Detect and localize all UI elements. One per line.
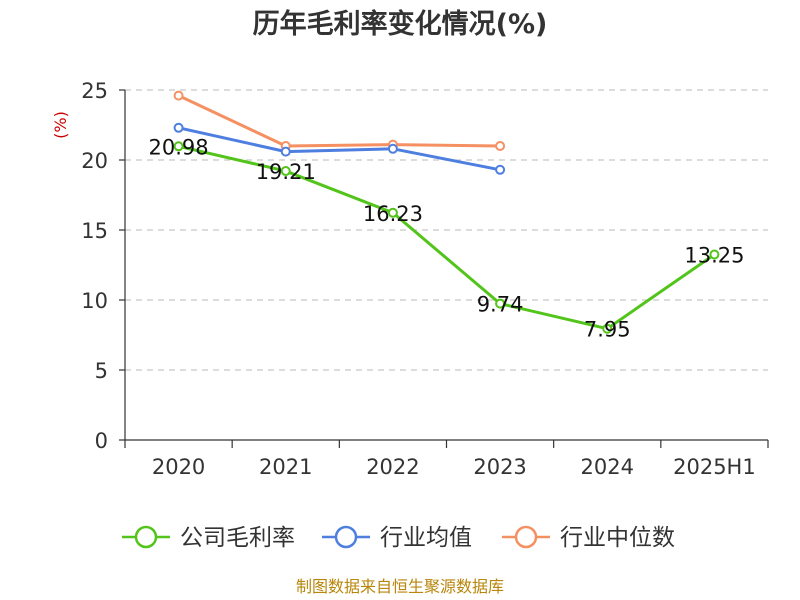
x-tick-label: 2021 xyxy=(259,455,312,479)
data-label: 13.25 xyxy=(684,244,744,268)
data-point[interactable] xyxy=(709,249,720,260)
axes: 0 5 10 15 20 25 2020 2021 2022 2023 2024 2025H1 xyxy=(81,79,769,479)
y-tick-label: 10 xyxy=(81,289,108,313)
x-tick-label: 2023 xyxy=(473,455,526,479)
legend-item[interactable]: 行业均值 xyxy=(322,525,472,551)
data-point[interactable] xyxy=(602,323,613,334)
data-label: 9.74 xyxy=(477,293,524,317)
data-label: 16.23 xyxy=(363,202,423,226)
legend[interactable]: 公司毛利率 行业均值 行业中位数 xyxy=(122,525,675,551)
x-tick-label: 2020 xyxy=(152,455,205,479)
data-point[interactable] xyxy=(387,143,398,154)
data-point[interactable] xyxy=(280,146,291,157)
legend-label: 行业中位数 xyxy=(560,525,675,551)
y-axis-unit-label: (%) xyxy=(51,111,70,139)
series-line xyxy=(177,94,501,148)
legend-swatch-marker xyxy=(134,525,158,549)
data-point[interactable] xyxy=(387,207,398,218)
x-tick-label: 2025H1 xyxy=(673,455,756,479)
data-label: 20.98 xyxy=(149,135,209,159)
data-point[interactable] xyxy=(173,141,184,152)
x-tick-label: 2024 xyxy=(581,455,634,479)
legend-label: 行业均值 xyxy=(380,525,472,551)
data-point[interactable] xyxy=(280,166,291,177)
legend-swatch-marker xyxy=(514,525,538,549)
data-point[interactable] xyxy=(173,122,184,133)
data-point[interactable] xyxy=(495,141,506,151)
data-label: 7.95 xyxy=(584,318,631,342)
series-line xyxy=(178,144,716,331)
y-tick-label: 20 xyxy=(81,149,108,173)
legend-item[interactable]: 公司毛利率 xyxy=(122,525,295,551)
x-tick-label: 2022 xyxy=(366,455,419,479)
y-tick-label: 0 xyxy=(95,429,108,453)
y-tick-label: 5 xyxy=(95,359,108,383)
data-label: 19.21 xyxy=(256,160,316,184)
legend-label: 公司毛利率 xyxy=(180,525,295,551)
data-point[interactable] xyxy=(495,298,506,309)
data-labels: 20.98 19.21 16.23 9.74 7.95 13.25 xyxy=(149,135,745,341)
series-line xyxy=(178,126,501,172)
source-note: 制图数据来自恒生聚源数据库 xyxy=(296,577,504,596)
data-point[interactable] xyxy=(173,90,184,101)
y-tick-label: 15 xyxy=(81,219,108,243)
legend-swatch-marker xyxy=(334,525,358,549)
grid-lines xyxy=(125,89,768,371)
data-point[interactable] xyxy=(495,164,506,175)
legend-item[interactable]: 行业中位数 xyxy=(502,525,675,551)
series-layer xyxy=(173,90,720,334)
chart-title: 历年毛利率变化情况(%) xyxy=(253,8,548,40)
y-tick-label: 25 xyxy=(81,79,108,103)
